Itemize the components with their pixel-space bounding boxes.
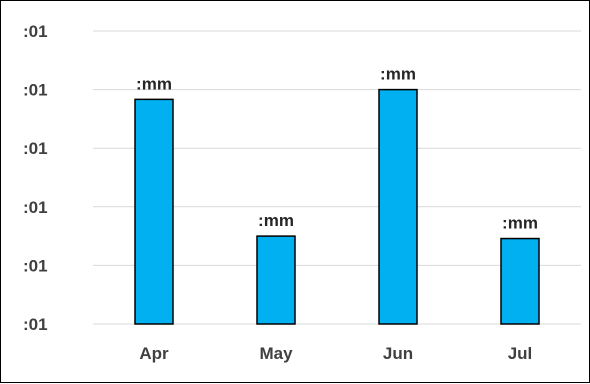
data-label: :mm [136,74,172,93]
gridlines [93,30,581,325]
y-axis-ticks: :01 :01 :01 :01 :01 :01 [23,22,48,334]
x-category-label: Apr [139,344,169,363]
y-tick-label: :01 [23,22,48,41]
y-tick-label: :01 [23,198,48,217]
y-tick-label: :01 [23,139,48,158]
data-label: :mm [258,211,294,230]
x-category-label: Jul [508,344,533,363]
data-label: :mm [380,65,416,84]
data-label: :mm [502,214,538,233]
bars [134,88,540,325]
bar-apr [134,98,174,325]
y-tick-label: :01 [23,256,48,275]
data-labels: :mm :mm :mm :mm [136,65,538,233]
x-category-label: Jun [383,344,413,363]
y-tick-label: :01 [23,315,48,334]
bar-jul [500,237,540,325]
bar-may [256,235,296,325]
x-axis-labels: Apr May Jun Jul [139,344,532,363]
bar-jun [378,88,418,325]
y-tick-label: :01 [23,81,48,100]
x-category-label: May [259,344,293,363]
